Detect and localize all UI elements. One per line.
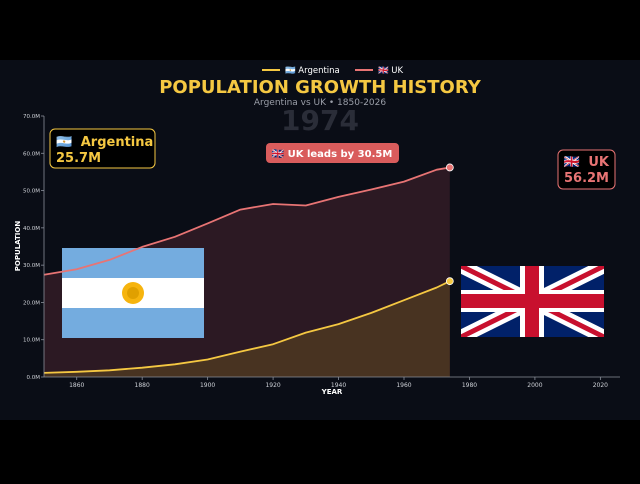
legend-label-uk: 🇬🇧 UK	[378, 65, 404, 76]
argentina-box-value: 25.7M	[56, 151, 101, 166]
chart-subtitle: Argentina vs UK • 1850-2026	[254, 98, 386, 108]
uk-box-flag: 🇬🇧	[564, 155, 580, 170]
y-axis-label: POPULATION	[14, 221, 22, 272]
x-tick-label: 2020	[593, 382, 608, 389]
x-tick-label: 1960	[396, 382, 411, 389]
y-tick-label: 60.0M	[23, 151, 40, 157]
argentina-value-box: 🇦🇷 Argentina 25.7M	[49, 128, 156, 169]
y-tick-label: 50.0M	[23, 189, 40, 195]
lead-badge: 🇬🇧 UK leads by 30.5M	[266, 143, 399, 163]
x-axis-label: YEAR	[321, 388, 343, 396]
argentina-box-flag: 🇦🇷	[56, 135, 72, 150]
lead-badge-text: 🇬🇧 UK leads by 30.5M	[272, 148, 393, 160]
uk-value-box: 🇬🇧 UK 56.2M	[557, 149, 616, 190]
x-tick-label: 1880	[135, 382, 150, 389]
uk-box-value: 56.2M	[564, 171, 609, 186]
x-tick-label: 1980	[462, 382, 477, 389]
argentina-box-country: Argentina	[81, 135, 154, 150]
argentina-flag-icon	[62, 248, 204, 338]
y-tick-label: 70.0M	[23, 114, 40, 120]
legend-label-argentina: 🇦🇷 Argentina	[285, 65, 340, 76]
y-tick-label: 30.0M	[23, 263, 40, 269]
line-argentina	[43, 280, 451, 374]
series-end-markers	[445, 163, 454, 286]
x-tick-label: 1900	[200, 382, 215, 389]
x-axis-ticks: 1860 1880 1900 1920 1940 1960 1980 2000 2020	[69, 377, 608, 389]
marker-argentina	[445, 277, 454, 286]
uk-flag-icon	[461, 266, 604, 337]
series-lines	[43, 166, 451, 374]
svg-text:🇦🇷 Argentina: 🇦🇷 Argentina	[56, 135, 153, 150]
marker-uk	[445, 163, 454, 172]
y-axis-ticks: 0.0M 10.0M 20.0M 30.0M 40.0M 50.0M 60.0M 70.0M	[23, 114, 44, 381]
svg-text:🇬🇧 UK: 🇬🇧 UK	[564, 155, 610, 170]
y-tick-label: 10.0M	[23, 338, 40, 344]
y-tick-label: 20.0M	[23, 300, 40, 306]
x-tick-label: 1860	[69, 382, 84, 389]
uk-box-country: UK	[588, 155, 610, 170]
line-uk	[43, 166, 450, 276]
x-tick-label: 1920	[265, 382, 280, 389]
x-tick-label: 2000	[527, 382, 542, 389]
legend: 🇦🇷 Argentina 🇬🇧 UK	[262, 65, 404, 76]
current-year-watermark: 1974	[281, 104, 359, 137]
y-tick-label: 0.0M	[27, 375, 41, 381]
x-tick-label: 1940	[331, 382, 346, 389]
chart-title: POPULATION GROWTH HISTORY	[159, 77, 481, 98]
area-argentina	[44, 281, 450, 377]
y-tick-label: 40.0M	[23, 226, 40, 232]
axes	[43, 116, 620, 378]
